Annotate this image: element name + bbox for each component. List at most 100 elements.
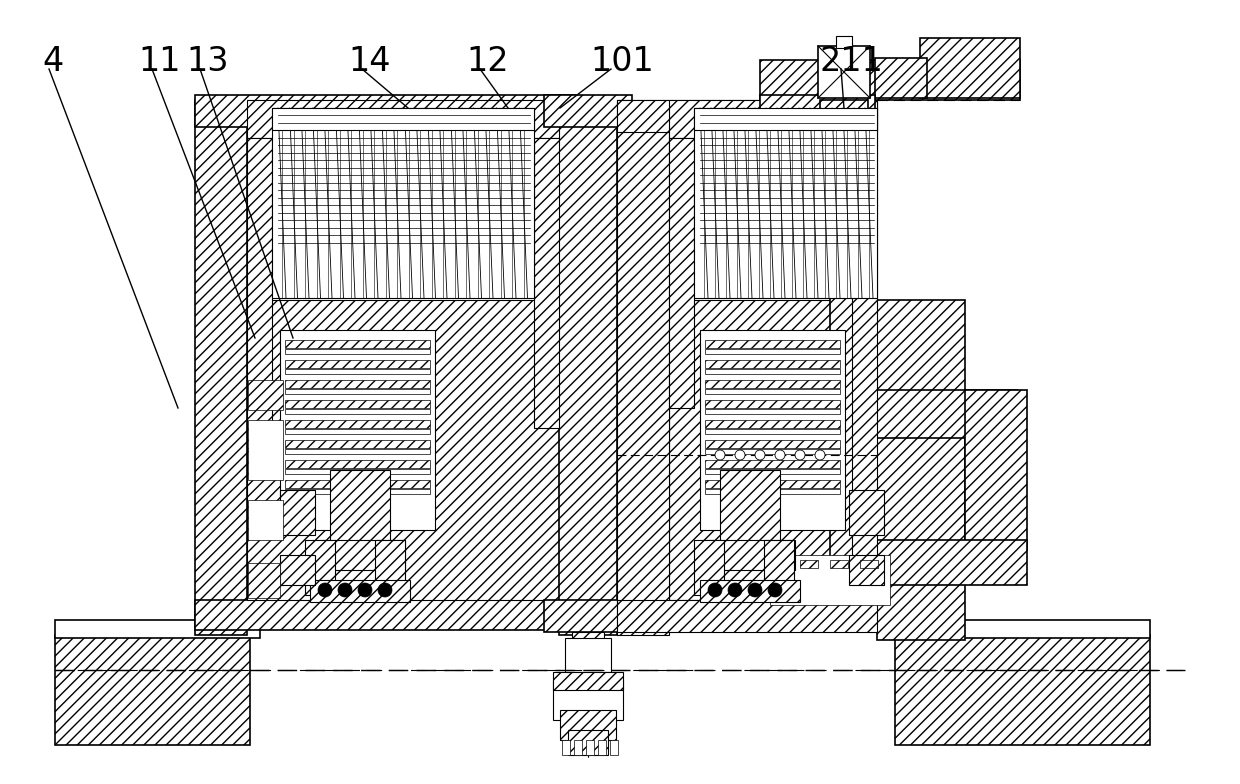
Bar xyxy=(285,389,430,394)
Bar xyxy=(618,100,877,132)
Bar xyxy=(568,730,608,755)
Circle shape xyxy=(339,583,352,597)
Bar xyxy=(920,38,1021,98)
Bar xyxy=(965,390,1027,550)
Bar xyxy=(701,580,800,602)
Bar xyxy=(610,740,618,755)
Bar xyxy=(694,108,877,298)
Bar xyxy=(280,555,315,585)
Bar xyxy=(818,46,870,98)
Text: 11: 11 xyxy=(138,45,181,78)
Bar xyxy=(553,680,622,720)
Bar xyxy=(706,380,839,388)
Bar xyxy=(706,460,839,468)
Bar xyxy=(305,540,335,595)
Bar xyxy=(248,563,280,598)
Circle shape xyxy=(735,450,745,460)
Bar xyxy=(285,420,430,428)
Bar xyxy=(534,138,559,428)
Circle shape xyxy=(728,583,742,597)
Bar xyxy=(836,36,852,48)
Bar xyxy=(877,300,965,640)
Bar xyxy=(694,108,877,130)
Bar xyxy=(820,100,868,120)
Bar xyxy=(285,369,430,374)
Bar xyxy=(247,100,559,138)
Bar xyxy=(706,540,795,570)
Bar xyxy=(875,58,928,98)
Bar xyxy=(55,620,260,638)
Bar xyxy=(852,138,877,598)
Bar xyxy=(285,429,430,434)
Bar xyxy=(694,540,724,595)
Bar xyxy=(670,138,694,408)
Circle shape xyxy=(358,583,372,597)
Bar xyxy=(706,449,839,454)
Circle shape xyxy=(815,450,825,460)
Bar xyxy=(800,560,818,568)
Bar xyxy=(706,440,839,448)
Bar xyxy=(572,632,604,712)
Bar xyxy=(895,635,1149,745)
Bar xyxy=(248,380,283,410)
Bar xyxy=(272,108,534,298)
Bar xyxy=(559,100,618,635)
Bar xyxy=(849,555,884,585)
Bar xyxy=(285,440,430,448)
Bar xyxy=(544,95,632,127)
Bar xyxy=(618,100,670,635)
Bar xyxy=(706,340,839,348)
Bar xyxy=(285,409,430,414)
Bar xyxy=(830,560,848,568)
Bar xyxy=(195,95,575,127)
Text: 211: 211 xyxy=(820,45,884,78)
Bar xyxy=(830,95,858,570)
Bar xyxy=(764,540,794,595)
Circle shape xyxy=(768,583,782,597)
Bar xyxy=(285,460,430,468)
Bar xyxy=(55,635,250,745)
Bar xyxy=(895,620,1149,638)
Bar xyxy=(706,400,839,408)
Bar xyxy=(285,449,430,454)
Bar xyxy=(706,360,839,368)
Bar xyxy=(877,540,1027,585)
Bar xyxy=(587,740,594,755)
Bar xyxy=(720,470,780,550)
Bar xyxy=(706,409,839,414)
Bar xyxy=(670,100,877,138)
Circle shape xyxy=(378,583,392,597)
Circle shape xyxy=(708,583,722,597)
Bar xyxy=(285,360,430,368)
Bar xyxy=(280,490,315,535)
Bar xyxy=(272,108,534,130)
Bar xyxy=(760,60,1021,100)
Bar xyxy=(706,469,839,474)
Bar xyxy=(598,740,606,755)
Bar xyxy=(285,340,430,348)
Bar xyxy=(706,420,839,428)
Circle shape xyxy=(795,450,805,460)
Bar xyxy=(618,600,877,632)
Bar xyxy=(706,369,839,374)
Bar xyxy=(315,540,405,570)
Bar xyxy=(861,560,878,568)
Bar xyxy=(280,330,435,530)
Circle shape xyxy=(755,450,765,460)
Bar xyxy=(560,710,616,740)
Bar xyxy=(330,470,391,550)
Bar xyxy=(849,490,884,535)
Bar xyxy=(706,429,839,434)
Bar xyxy=(544,600,632,632)
Bar xyxy=(285,400,430,408)
Bar xyxy=(877,390,1017,438)
Bar xyxy=(701,330,844,530)
Bar xyxy=(195,600,575,630)
Bar xyxy=(760,95,875,123)
Text: 13: 13 xyxy=(186,45,228,78)
Bar xyxy=(374,540,405,595)
Text: 14: 14 xyxy=(348,45,391,78)
Bar xyxy=(574,740,582,755)
Bar xyxy=(285,469,430,474)
Bar xyxy=(706,389,839,394)
